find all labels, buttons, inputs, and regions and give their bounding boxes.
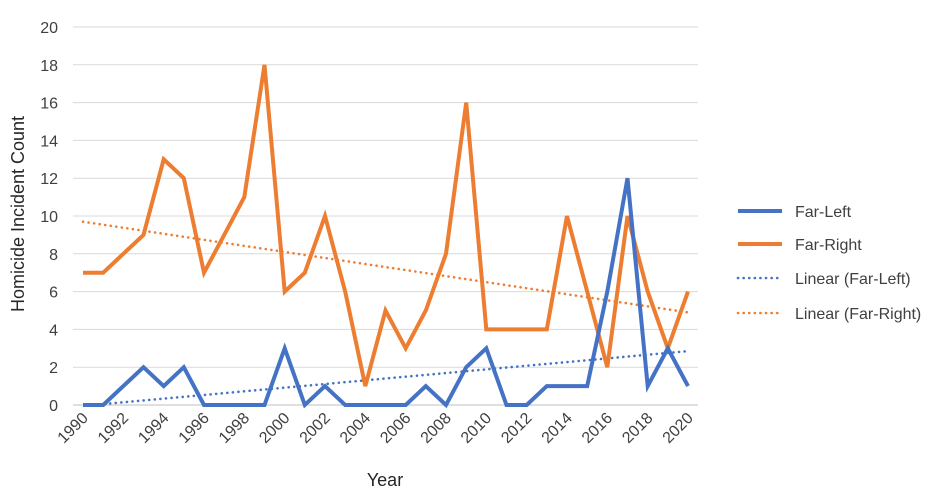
gridlines: [73, 26, 698, 406]
x-tick-label: 2016: [579, 410, 616, 447]
legend-label: Linear (Far-Left): [795, 271, 911, 288]
y-tick-label: 20: [40, 20, 58, 37]
x-tick-label: 1992: [95, 410, 132, 447]
x-tick-label: 1990: [55, 410, 92, 447]
y-tick-label: 10: [40, 209, 58, 226]
legend-label: Far-Left: [795, 204, 852, 221]
legend-label: Far-Right: [795, 237, 862, 254]
y-tick-label: 0: [49, 398, 58, 415]
x-tick-label: 1998: [216, 410, 253, 447]
y-axis-title: Homicide Incident Count: [8, 116, 28, 312]
y-tick-label: 12: [40, 171, 58, 188]
x-tick-label: 2008: [418, 410, 455, 447]
x-axis-title: Year: [367, 470, 403, 490]
x-tick-label: 1996: [176, 410, 213, 447]
y-tick-label: 2: [49, 360, 58, 377]
x-tick-label: 2004: [337, 410, 374, 447]
legend-label: Linear (Far-Right): [795, 306, 921, 323]
x-tick-label: 2002: [297, 410, 334, 447]
x-tick-label: 2000: [256, 410, 293, 447]
y-tick-label: 16: [40, 96, 58, 113]
x-tick-label: 1994: [135, 410, 172, 447]
legend: Far-Left Far-Right Linear (Far-Left) Linear…: [736, 204, 921, 323]
x-tick-label: 2018: [619, 410, 656, 447]
y-tick-label: 14: [40, 133, 58, 150]
x-tick-label: 2010: [458, 410, 495, 447]
y-axis-ticks: 0 2 4 6 8 10 12 14 16 18 20: [40, 20, 58, 415]
series-lines: [81, 64, 690, 409]
y-tick-label: 4: [49, 322, 58, 339]
series-line-far-left: [83, 177, 690, 409]
x-tick-label: 2006: [377, 410, 414, 447]
series-line-linear-far-left: [92, 349, 690, 407]
x-axis-ticks: 1990 1992 1994 1996 1998 2000 2002 2004 2006 2008…: [55, 410, 697, 447]
x-tick-label: 2012: [498, 410, 535, 447]
x-tick-label: 2020: [660, 410, 697, 447]
y-tick-label: 8: [49, 247, 58, 264]
series-line-linear-far-right: [81, 220, 690, 314]
series-line-far-right: [83, 64, 690, 387]
y-tick-label: 6: [49, 285, 58, 302]
y-tick-label: 18: [40, 58, 58, 75]
x-tick-label: 2014: [539, 410, 576, 447]
